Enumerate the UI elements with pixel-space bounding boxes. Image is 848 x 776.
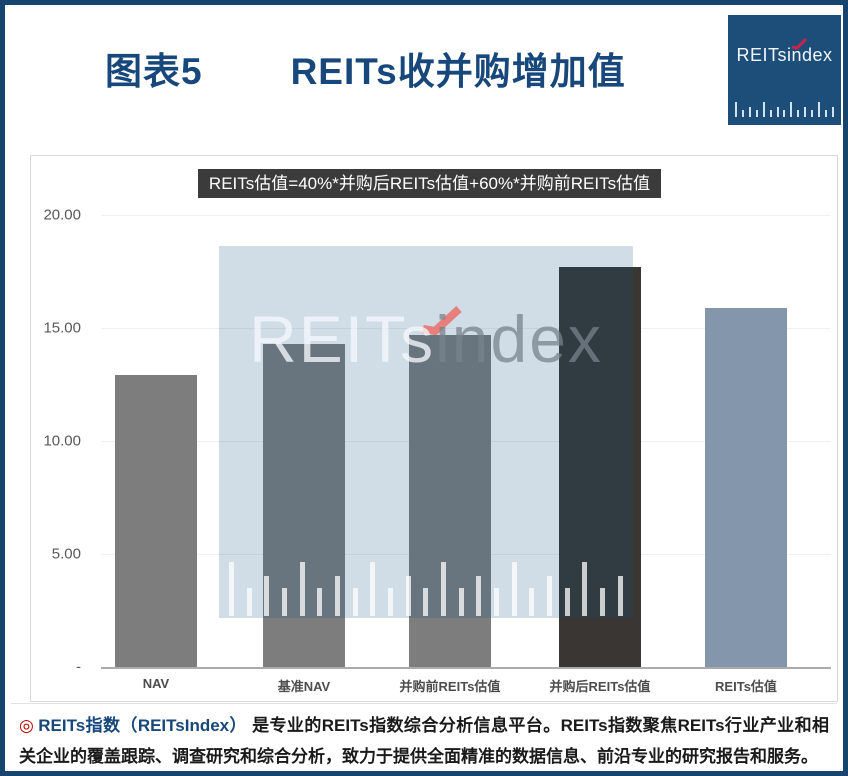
x-axis-line [101,667,831,669]
footer-divider [11,703,837,704]
logo-check-icon [790,37,808,55]
bar-REITs估值 [705,308,787,667]
gridline [101,215,831,216]
watermark-text: REITsindex [249,302,603,376]
x-category-label: 并购前REITs估值 [399,679,501,694]
watermark-ruler-icon [229,560,623,616]
bar-并购后REITs估值 [559,267,641,667]
x-category-label: 基准NAV [277,679,331,694]
x-category-label: 并购后REITs估值 [549,679,651,694]
figure-number: 图表5 [105,51,203,92]
watermark-check-icon [419,306,463,341]
formula-annotation: REITs估值=40%*并购后REITs估值+60%*并购前REITs估值 [198,169,661,198]
bullseye-icon: ◎ [19,716,35,735]
bar-NAV [115,375,197,667]
logo-ruler-icon [735,101,834,117]
footer-brand: REITs指数（REITsIndex） [38,716,247,735]
footer-text: 是专业的REITs指数综合分析信息平台。REITs指数聚焦REITs行业产业和相… [19,716,829,766]
logo-text: REITsindex [736,45,833,65]
y-tick-label: 15.00 [43,319,81,337]
watermark: REITsindex [219,246,633,618]
y-tick-label: 5.00 [51,545,81,563]
chart-panel: REITs估值=40%*并购后REITs估值+60%*并购前REITs估值 20… [30,155,838,702]
page-title: 图表5 REITs收并购增加值 [105,41,626,95]
y-tick-label: 10.00 [43,432,81,450]
reitsindex-logo: REITsindex [728,15,841,125]
figure-title: REITs收并购增加值 [290,51,626,92]
y-tick-label: 20.00 [43,206,81,224]
footer-description: ◎ REITs指数（REITsIndex） 是专业的REITs指数综合分析信息平台… [11,705,837,771]
x-category-label: NAV [142,676,170,691]
x-category-label: REITs估值 [715,679,777,694]
y-tick-label: - [76,658,81,676]
gridline [101,328,831,329]
